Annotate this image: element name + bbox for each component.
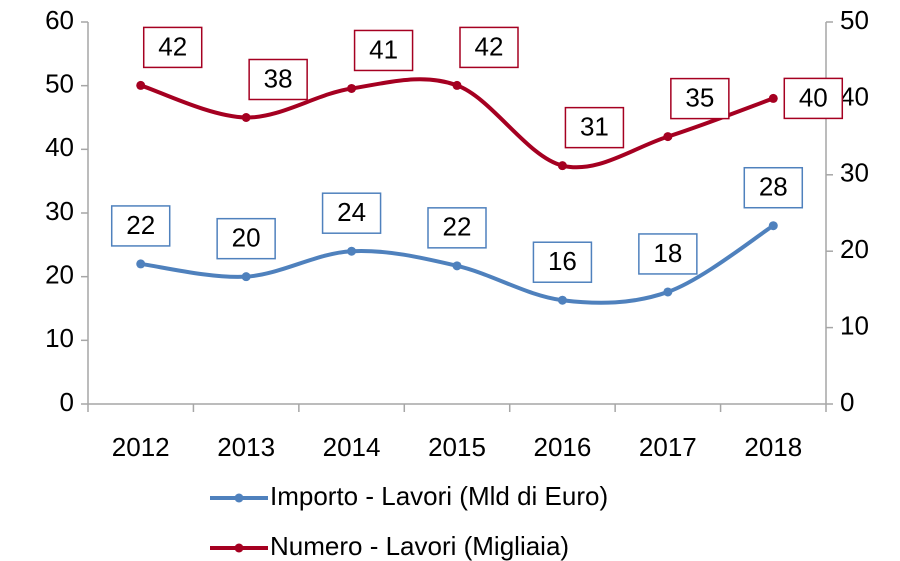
legend-label: Numero - Lavori (Migliaia) (270, 531, 569, 561)
data-label: 24 (337, 197, 366, 227)
data-label-box (564, 106, 625, 149)
x-tick-label: 2017 (639, 432, 697, 462)
data-label: 22 (126, 210, 155, 240)
data-label: 42 (158, 31, 187, 61)
y-tick-label: 20 (45, 260, 74, 290)
data-label: 42 (475, 31, 504, 61)
data-label-box (321, 192, 382, 234)
y-tick-label: 0 (60, 387, 74, 417)
y2-tick-label: 50 (840, 5, 869, 35)
x-tick-label: 2016 (534, 432, 592, 462)
data-label: 22 (443, 212, 472, 242)
x-tick-label: 2015 (428, 432, 486, 462)
data-label: 41 (369, 34, 398, 64)
data-label-box (532, 241, 593, 283)
data-label-box (142, 26, 203, 69)
y-tick-label: 30 (45, 196, 74, 226)
data-label-box (459, 26, 519, 69)
data-label-box (670, 77, 730, 120)
data-label-box (110, 205, 171, 247)
point (241, 113, 251, 122)
data-label: 40 (799, 82, 828, 112)
data-label: 18 (653, 238, 682, 268)
point (557, 161, 567, 171)
point (136, 80, 146, 90)
data-label: 28 (759, 172, 788, 202)
point (663, 287, 673, 297)
y2-tick-label: 30 (840, 158, 869, 188)
point (347, 83, 357, 93)
y-tick-label: 10 (45, 323, 74, 353)
point (241, 272, 251, 282)
data-label-box (743, 166, 804, 209)
data-label-box (353, 29, 414, 72)
y2-tick-label: 40 (840, 81, 869, 111)
point (136, 259, 146, 269)
y-tick-label: 60 (45, 5, 74, 35)
point (347, 246, 357, 256)
point (663, 132, 673, 142)
x-tick-label: 2018 (744, 432, 802, 462)
legend-label: Importo - Lavori (Mld di Euro) (270, 481, 608, 511)
y2-tick-label: 10 (840, 310, 869, 340)
point (768, 93, 778, 103)
point (452, 261, 462, 271)
data-label-box (427, 207, 487, 249)
x-tick-label: 2014 (323, 432, 381, 462)
data-label-box (248, 58, 308, 101)
data-label: 31 (580, 112, 609, 142)
data-label-box (638, 233, 698, 275)
data-label: 35 (685, 82, 714, 112)
data-label: 20 (232, 223, 261, 253)
y-tick-label: 50 (45, 69, 74, 99)
point (452, 80, 462, 90)
point (557, 295, 567, 305)
x-tick-label: 2012 (112, 432, 170, 462)
point (768, 221, 778, 231)
data-label-box (783, 77, 844, 120)
y2-tick-label: 20 (840, 234, 869, 264)
legend-marker (234, 543, 244, 553)
y-tick-label: 40 (45, 132, 74, 162)
data-label-box (216, 217, 276, 260)
data-label: 16 (548, 246, 577, 276)
x-tick-label: 2013 (217, 432, 275, 462)
y2-tick-label: 0 (840, 387, 854, 417)
data-label: 38 (264, 63, 293, 93)
legend-marker (234, 493, 244, 503)
